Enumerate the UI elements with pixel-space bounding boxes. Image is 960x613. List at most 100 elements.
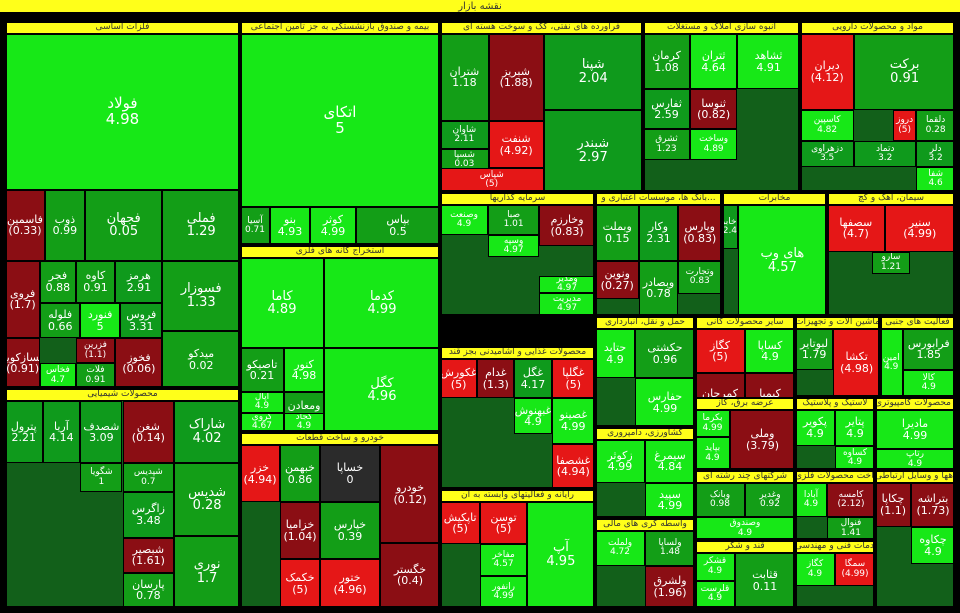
treemap-tile[interactable]: کاما 4.89 <box>240 258 324 349</box>
treemap-tile[interactable]: غکورش (5) <box>440 359 478 398</box>
treemap-tile[interactable]: صبا 1.01 <box>488 205 540 235</box>
sector-header[interactable]: فرآورده های نفتی، کک و سوخت هسته ای <box>440 21 643 34</box>
treemap-tile[interactable]: دزهراوی 3.5 <box>800 141 855 167</box>
treemap-tile[interactable]: مفاخر 4.57 <box>480 544 527 577</box>
treemap-tile[interactable]: ثنوسا (0.82) <box>690 89 738 129</box>
treemap-tile[interactable]: اپال 4.9 <box>240 391 284 413</box>
treemap-tile[interactable]: شپنا 2.04 <box>543 34 643 110</box>
sector-header[interactable]: تولید محصولات کامپیوتری <box>875 397 955 410</box>
treemap-tile[interactable]: فولاد 4.98 <box>5 34 240 190</box>
treemap-tile[interactable]: بتراشه (1.73) <box>911 483 955 527</box>
treemap-tile[interactable]: لبوتایر 1.79 <box>795 329 834 370</box>
treemap-tile[interactable]: برکت 0.91 <box>854 34 955 110</box>
treemap-tile[interactable]: زکوثر 4.99 <box>595 440 645 483</box>
treemap-tile[interactable]: شبندر 2.97 <box>543 109 643 192</box>
sector-header[interactable]: لاستیک و پلاستیک <box>795 397 875 410</box>
treemap-tile[interactable]: شاوان 2.11 <box>440 120 489 150</box>
treemap-tile[interactable]: خکمک (5) <box>280 559 320 608</box>
treemap-tile[interactable]: وغدیر 0.92 <box>745 483 795 518</box>
treemap-tile[interactable]: فخاس 4.7 <box>40 363 76 388</box>
treemap-tile[interactable]: دلر 3.2 <box>916 141 955 167</box>
treemap-tile[interactable]: ثفارس 2.59 <box>643 89 691 129</box>
treemap-tile[interactable]: فرابورس 1.85 <box>902 329 955 370</box>
treemap-tile[interactable]: ثتران 4.64 <box>690 34 738 90</box>
treemap-tile[interactable]: خپارس 0.39 <box>320 502 380 560</box>
treemap-tile[interactable]: سارو 1.21 <box>871 251 911 274</box>
treemap-tile[interactable]: کگاز (5) <box>695 329 745 374</box>
treemap-tile[interactable]: کالا 4.9 <box>902 369 955 397</box>
treemap-tile[interactable]: شصدف 3.09 <box>80 401 123 464</box>
treemap-tile[interactable]: های وب 4.57 <box>737 205 827 316</box>
sector-header[interactable]: ماشین آلات و تجهیزات <box>795 316 880 329</box>
treemap-tile[interactable]: اتکای 5 <box>240 34 440 208</box>
treemap-tile[interactable]: پکویر 4.9 <box>795 410 835 446</box>
treemap-tile[interactable]: سصفها (4.7) <box>827 205 885 252</box>
treemap-tile[interactable]: سیمرغ 4.84 <box>645 440 695 483</box>
treemap-tile[interactable]: تکشا (4.98) <box>833 329 880 397</box>
treemap-tile[interactable]: ولملت 4.72 <box>595 531 645 566</box>
sector-header[interactable]: کشاورزی، دامپروری <box>595 427 695 440</box>
treemap-tile[interactable]: خساپا 0 <box>320 445 380 503</box>
treemap-tile[interactable]: آسیا 0.71 <box>240 207 270 245</box>
treemap-tile[interactable]: غشصفا (4.94) <box>551 443 595 489</box>
treemap-tile[interactable]: حکشتی 0.96 <box>635 329 695 378</box>
sector-header[interactable]: سیمان، آهک و گچ <box>827 192 955 205</box>
treemap-tile[interactable]: فلوله 0.66 <box>40 303 81 339</box>
sector-header[interactable]: حمل و نقل، انبارداری <box>595 316 695 329</box>
treemap-tile[interactable]: آریا 4.14 <box>42 401 81 464</box>
treemap-tile[interactable]: فزرین (1.1) <box>75 338 116 364</box>
treemap-tile[interactable]: بپاس 0.5 <box>356 207 440 245</box>
treemap-tile[interactable]: فخوز (0.06) <box>115 338 163 388</box>
treemap-tile[interactable]: کاوه 0.91 <box>75 260 116 304</box>
treemap-tile[interactable]: کاسپین 4.82 <box>800 109 855 142</box>
treemap-tile[interactable]: حفارس 4.99 <box>635 378 695 427</box>
treemap-tile[interactable]: دروز (5) <box>893 109 917 142</box>
treemap-tile[interactable]: شدیس 0.28 <box>174 463 240 536</box>
treemap-tile[interactable]: اخابر2.4 <box>722 205 738 250</box>
treemap-tile[interactable]: وکار 2.31 <box>639 205 678 261</box>
treemap-tile[interactable]: شپاس (5) <box>440 168 544 192</box>
treemap-tile[interactable]: شبصیر (1.61) <box>122 537 175 573</box>
treemap-tile[interactable]: تاصیکو 0.21 <box>240 348 284 392</box>
treemap-tile[interactable]: شغن (0.14) <box>122 401 175 464</box>
treemap-tile[interactable]: کساوه 4.9 <box>835 446 875 470</box>
treemap-tile[interactable]: پارسان 0.78 <box>122 572 175 608</box>
sector-header[interactable]: انبوه سازی املاک و مستغلات <box>643 21 800 34</box>
treemap-tile[interactable]: کنور 4.98 <box>284 348 324 392</box>
treemap-tile[interactable]: ومدیر 4.97 <box>539 276 595 293</box>
treemap-tile[interactable]: کدما 4.99 <box>324 258 440 349</box>
treemap-tile[interactable]: پترول 2.21 <box>5 401 43 464</box>
treemap-tile[interactable]: وسپه 4.97 <box>488 234 540 258</box>
treemap-tile[interactable]: نوری 1.7 <box>174 535 240 608</box>
treemap-tile[interactable]: فروس 3.31 <box>120 303 163 339</box>
treemap-tile[interactable]: ثشاهد 4.91 <box>737 34 800 90</box>
treemap-tile[interactable]: ختور (4.96) <box>320 559 380 608</box>
treemap-tile[interactable]: مادیرا 4.99 <box>875 410 955 449</box>
treemap-tile[interactable]: رتاپ 4.9 <box>875 449 955 470</box>
treemap-tile[interactable]: دلقما 0.28 <box>916 109 955 142</box>
sector-header[interactable]: سایر محصولات کانی <box>695 316 795 329</box>
sector-header[interactable]: استخراج کانه های فلزی <box>240 245 440 258</box>
sector-header[interactable]: فلزات اساسی <box>5 21 240 34</box>
treemap-tile[interactable]: غگل 4.17 <box>514 359 552 398</box>
treemap-tile[interactable]: ونوین (0.27) <box>595 260 640 300</box>
treemap-tile[interactable]: کگل 4.96 <box>324 348 440 432</box>
treemap-tile[interactable]: پتایر 4.9 <box>835 410 875 446</box>
sector-header[interactable]: فعالیت های جنبی <box>880 316 955 329</box>
treemap-tile[interactable]: وخارزم (0.83) <box>539 205 595 247</box>
treemap-tile[interactable]: شنفت (4.92) <box>488 120 544 169</box>
treemap-tile[interactable]: فملی 1.29 <box>162 189 240 261</box>
treemap-tile[interactable]: کجاد 4.9 <box>284 412 324 432</box>
treemap-tile[interactable]: کروی 4.67 <box>240 412 284 432</box>
sector-header[interactable]: ساخت دستگاهها و وسایل ارتباطی <box>875 470 955 483</box>
treemap-tile[interactable]: دیران (4.12) <box>800 34 855 110</box>
sector-header[interactable]: مواد و محصولات دارویی <box>800 21 955 34</box>
treemap-tile[interactable]: قشکر 4.9 <box>695 553 735 581</box>
treemap-tile[interactable]: فاسمین (0.33) <box>5 189 45 261</box>
treemap-tile[interactable]: سمگا (4.99) <box>835 553 875 586</box>
treemap-tile[interactable]: فنوال 1.41 <box>827 517 875 540</box>
treemap-tile[interactable]: کگاز 4.9 <box>795 553 835 586</box>
sector-header[interactable]: محصولات شیمیایی <box>5 388 240 401</box>
treemap-tile[interactable]: غدام (1.3) <box>477 359 515 398</box>
treemap-tile[interactable]: خزر (4.94) <box>240 445 280 503</box>
